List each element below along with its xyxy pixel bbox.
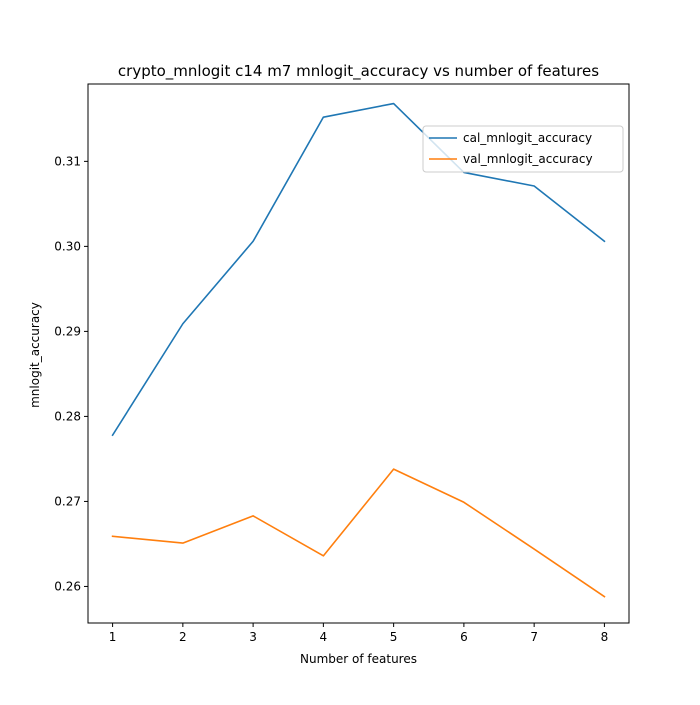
y-tick-label: 0.29 (54, 324, 81, 338)
y-tick-label: 0.28 (54, 409, 81, 423)
series-line-cal (111, 102, 606, 437)
legend: cal_mnlogit_accuracy val_mnlogit_accuracy (422, 125, 624, 173)
y-axis: 0.26 0.27 0.28 0.29 0.30 0.31 (54, 154, 88, 593)
x-tick-label: 3 (249, 630, 257, 644)
x-tick-label: 6 (460, 630, 468, 644)
y-tick-label: 0.26 (54, 579, 81, 593)
y-tick-label: 0.31 (54, 154, 81, 168)
chart-title: crypto_mnlogit c14 m7 mnlogit_accuracy v… (118, 62, 599, 81)
plot-area (87, 83, 630, 624)
y-tick-label: 0.27 (54, 494, 81, 508)
x-tick-label: 7 (530, 630, 538, 644)
series-layer (111, 102, 606, 598)
legend-entry: val_mnlogit_accuracy (463, 152, 593, 166)
legend-entry: cal_mnlogit_accuracy (463, 131, 592, 145)
x-axis: 1 2 3 4 5 6 7 8 (109, 623, 608, 644)
legend-box (422, 125, 624, 173)
x-axis-label: Number of features (300, 652, 417, 666)
x-tick-label: 4 (320, 630, 328, 644)
y-axis-label: mnlogit_accuracy (28, 302, 42, 408)
x-tick-label: 8 (601, 630, 609, 644)
x-tick-label: 5 (390, 630, 398, 644)
x-tick-label: 2 (179, 630, 187, 644)
plot-frame (87, 83, 630, 624)
x-tick-label: 1 (109, 630, 117, 644)
series-line-val (111, 468, 606, 598)
y-tick-label: 0.30 (54, 239, 81, 253)
